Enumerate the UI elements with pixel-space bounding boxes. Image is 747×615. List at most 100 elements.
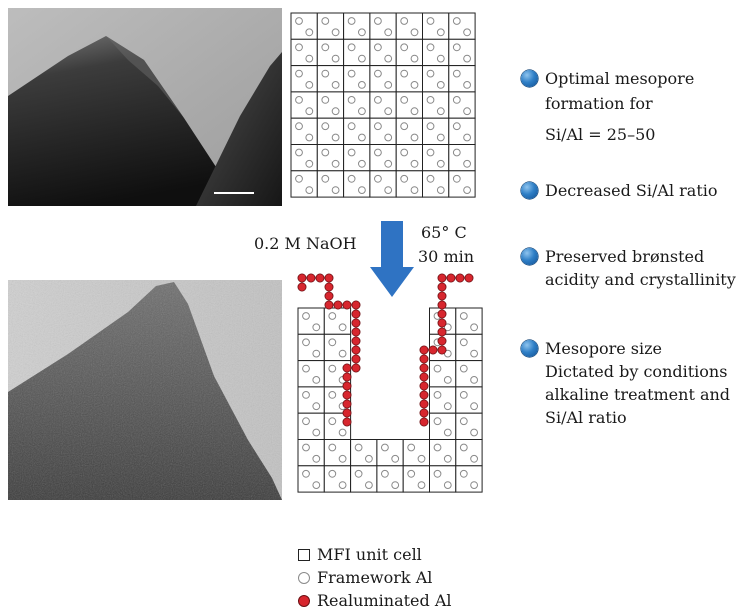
framework-al [305, 186, 314, 195]
framework-al [410, 107, 419, 116]
mfi-unit-cell [395, 170, 423, 198]
realuminated-al [351, 309, 361, 319]
framework-al [312, 454, 321, 463]
framework-al [426, 174, 435, 183]
framework-al [426, 69, 435, 78]
framework-al [321, 17, 330, 25]
framework-al [295, 122, 303, 131]
mfi-unit-cell [316, 144, 345, 172]
open-circle-icon [298, 572, 310, 584]
framework-al [463, 54, 472, 63]
mfi-unit-cell [290, 170, 318, 198]
framework-al [347, 17, 356, 25]
realuminated-al [419, 354, 429, 364]
framework-al [365, 454, 373, 463]
framework-al [391, 454, 400, 463]
realuminated-al [297, 282, 307, 292]
framework-al [452, 122, 461, 131]
framework-al [452, 96, 461, 104]
red-circle-icon [298, 595, 310, 607]
mfi-unit-cell [343, 12, 371, 40]
framework-al [410, 186, 419, 195]
framework-al [331, 28, 340, 37]
realuminated-al [315, 273, 325, 283]
framework-al [312, 349, 321, 358]
framework-al [417, 454, 426, 463]
framework-al [302, 469, 310, 478]
realuminated-al [351, 300, 361, 310]
framework-al [410, 159, 419, 168]
mfi-unit-cell [395, 117, 423, 145]
framework-al [312, 323, 321, 332]
mfi-unit-cell [455, 333, 483, 362]
framework-al [436, 28, 445, 37]
framework-al [459, 417, 468, 426]
framework-al [410, 28, 419, 37]
framework-al [295, 43, 303, 52]
framework-al [426, 43, 435, 52]
framework-al [381, 443, 389, 452]
framework-al [305, 28, 314, 37]
realuminated-al [351, 327, 361, 337]
framework-al [459, 338, 468, 347]
realuminated-al [324, 300, 334, 310]
framework-al [384, 54, 393, 63]
realuminated-al [351, 363, 361, 373]
framework-al [443, 428, 452, 437]
mfi-unit-cell [343, 38, 371, 67]
mfi-unit-cell [316, 38, 345, 67]
framework-al [312, 376, 321, 384]
framework-al [459, 443, 468, 452]
realuminated-al [419, 381, 429, 391]
framework-al [305, 81, 314, 89]
mfi-unit-cell [290, 65, 318, 93]
framework-al [463, 81, 472, 89]
framework-al [374, 17, 382, 25]
mfi-unit-cell [422, 38, 450, 67]
realuminated-al [342, 399, 352, 409]
realuminated-al [342, 363, 352, 373]
bullet-2-line-1: Decreased Si/Al ratio [545, 181, 718, 200]
mfi-unit-cell [429, 386, 457, 414]
bullet-4-line-4: Si/Al ratio [545, 408, 627, 427]
framework-al [331, 133, 340, 142]
framework-al [347, 174, 356, 183]
framework-al [407, 443, 416, 452]
framework-al [433, 391, 442, 399]
framework-al [302, 364, 310, 373]
framework-al [347, 96, 356, 104]
mfi-unit-cell [422, 12, 450, 40]
framework-al [295, 148, 303, 157]
framework-al [381, 469, 389, 478]
framework-al [452, 174, 461, 183]
bullet-icon [521, 248, 538, 265]
framework-al [365, 481, 373, 490]
framework-al [459, 469, 468, 478]
framework-al [295, 174, 303, 183]
mfi-unit-cell [297, 412, 325, 440]
down-arrow-icon [370, 221, 414, 297]
mfi-unit-cell [422, 144, 450, 172]
framework-al [436, 81, 445, 89]
mfi-unit-cell [343, 91, 371, 119]
realuminated-al [419, 417, 429, 427]
framework-al [302, 417, 310, 426]
mfi-unit-cell [448, 65, 476, 93]
framework-al [374, 174, 382, 183]
mfi-unit-cell [429, 360, 457, 388]
mfi-unit-cell [455, 386, 483, 414]
framework-al [384, 28, 393, 37]
legend-unit-cell-label: MFI unit cell [317, 545, 422, 564]
framework-al [302, 443, 310, 452]
mfi-unit-cell [297, 307, 325, 335]
bullet-1-line-1: Optimal mesopore [545, 69, 695, 88]
legend-realuminated-al-label: Realuminated Al [317, 591, 452, 610]
framework-al [321, 69, 330, 78]
framework-al [443, 402, 452, 411]
framework-al [410, 81, 419, 89]
mfi-unit-cell [448, 91, 476, 119]
framework-al [331, 54, 340, 63]
framework-al [470, 454, 479, 463]
framework-al [459, 364, 468, 373]
framework-al [417, 481, 426, 490]
